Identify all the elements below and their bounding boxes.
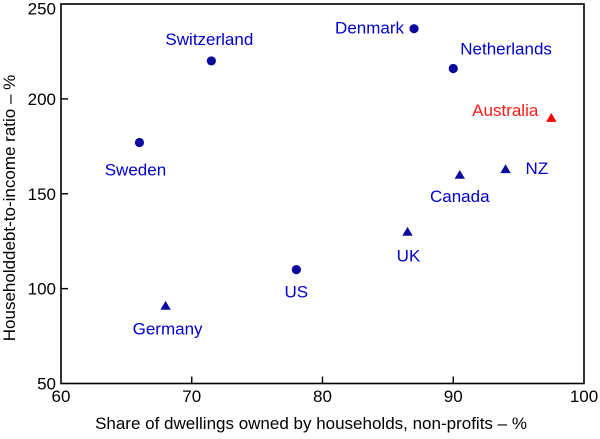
x-tick-label-60: 60 [52, 387, 71, 406]
marker-switzerland [206, 56, 216, 66]
marker-sweden [134, 137, 145, 148]
label-nz: NZ [526, 159, 549, 178]
marker-australia [546, 113, 557, 122]
label-us: US [285, 283, 309, 302]
marker-us [291, 265, 301, 275]
x-tick-label-80: 80 [313, 387, 332, 406]
x-tick-label-70: 70 [182, 387, 201, 406]
label-canada: Canada [430, 187, 490, 206]
y-tick-label-200: 200 [28, 90, 56, 109]
x-tick-label-90: 90 [444, 387, 463, 406]
y-tick-label-250: 250 [28, 0, 56, 19]
marker-germany [160, 300, 171, 310]
y-tick-label-50: 50 [37, 375, 56, 394]
x-axis-title: Share of dwellings owned by households, … [95, 414, 527, 433]
label-sweden: Sweden [105, 161, 166, 180]
label-switzerland: Switzerland [165, 30, 253, 49]
label-germany: Germany [133, 320, 203, 339]
label-denmark: Denmark [335, 19, 404, 38]
label-uk: UK [397, 247, 421, 266]
label-netherlands: Netherlands [460, 40, 552, 59]
marker-canada [454, 169, 465, 179]
marker-uk [402, 226, 413, 236]
y-axis-title: Householddebt-to-income ratio – % [0, 75, 19, 341]
marker-nz [500, 164, 511, 174]
y-tick-label-150: 150 [28, 185, 56, 204]
marker-netherlands [448, 63, 458, 74]
x-tick-label-100: 100 [570, 387, 598, 406]
label-australia: Australia [472, 101, 539, 120]
marker-denmark [409, 24, 419, 34]
y-tick-label-100: 100 [28, 280, 56, 299]
